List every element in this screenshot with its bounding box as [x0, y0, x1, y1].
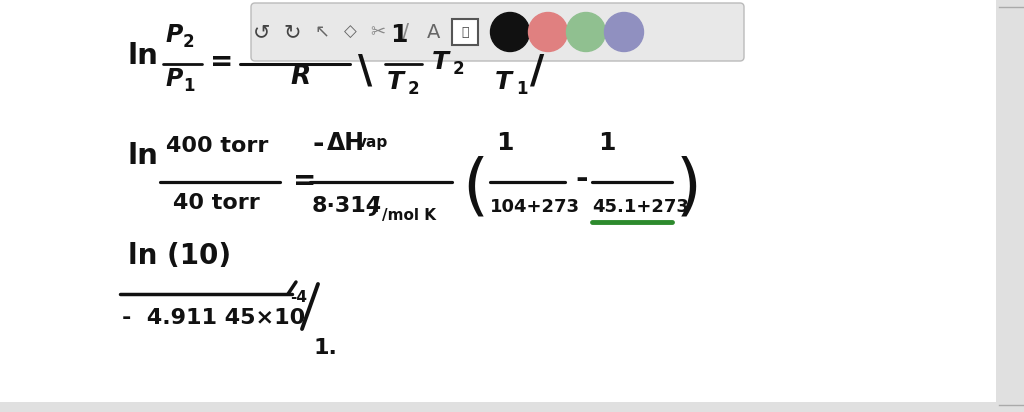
Text: 1: 1	[390, 23, 408, 47]
Text: \: \	[358, 52, 373, 90]
Text: 1: 1	[516, 80, 527, 98]
Text: 1: 1	[496, 131, 513, 155]
Text: ln: ln	[128, 142, 159, 170]
Text: 40 torr: 40 torr	[173, 193, 260, 213]
Text: ln (10): ln (10)	[128, 242, 231, 270]
Text: ΔH: ΔH	[327, 131, 365, 155]
Text: 1.: 1.	[314, 338, 338, 358]
Text: /mol K: /mol K	[382, 208, 436, 223]
Circle shape	[490, 12, 529, 52]
Circle shape	[604, 12, 643, 52]
Text: T: T	[432, 50, 449, 74]
Text: -: -	[312, 130, 324, 158]
Text: T: T	[495, 70, 512, 94]
Bar	[452, 19, 478, 45]
Text: =: =	[210, 48, 233, 76]
Circle shape	[528, 12, 567, 52]
Text: /: /	[402, 22, 410, 42]
Text: ): )	[676, 155, 701, 221]
Text: /: /	[530, 52, 544, 90]
FancyBboxPatch shape	[251, 3, 744, 61]
Text: T: T	[387, 70, 404, 94]
Bar	[996, 0, 1024, 412]
Text: 104+273: 104+273	[490, 198, 580, 216]
Text: ◇: ◇	[344, 23, 356, 41]
Text: ↻: ↻	[284, 22, 301, 42]
Text: ↺: ↺	[253, 22, 270, 42]
Text: ln: ln	[128, 42, 159, 70]
Text: P: P	[166, 23, 183, 47]
Text: 2: 2	[453, 60, 465, 78]
Text: 45.1+273: 45.1+273	[592, 198, 689, 216]
Text: P: P	[166, 67, 183, 91]
Text: J: J	[365, 196, 380, 216]
Text: -  4.911 45×10: - 4.911 45×10	[122, 308, 305, 328]
Text: (: (	[462, 155, 488, 221]
Text: -4: -4	[290, 290, 307, 305]
Text: 2: 2	[183, 33, 195, 51]
Text: 8·314: 8·314	[312, 196, 382, 216]
Text: =: =	[293, 167, 316, 195]
Text: vap: vap	[357, 135, 388, 150]
Text: R: R	[290, 64, 310, 90]
Text: ↖: ↖	[314, 23, 330, 41]
Text: 1: 1	[598, 131, 615, 155]
Text: ⛰: ⛰	[461, 26, 469, 38]
Text: ✂: ✂	[371, 23, 386, 41]
Text: A: A	[427, 23, 440, 42]
Text: 1: 1	[183, 77, 195, 95]
Text: 2: 2	[408, 80, 420, 98]
Bar	[0, 402, 996, 412]
Text: -: -	[575, 165, 588, 194]
Circle shape	[566, 12, 605, 52]
Text: 400 torr: 400 torr	[166, 136, 268, 156]
